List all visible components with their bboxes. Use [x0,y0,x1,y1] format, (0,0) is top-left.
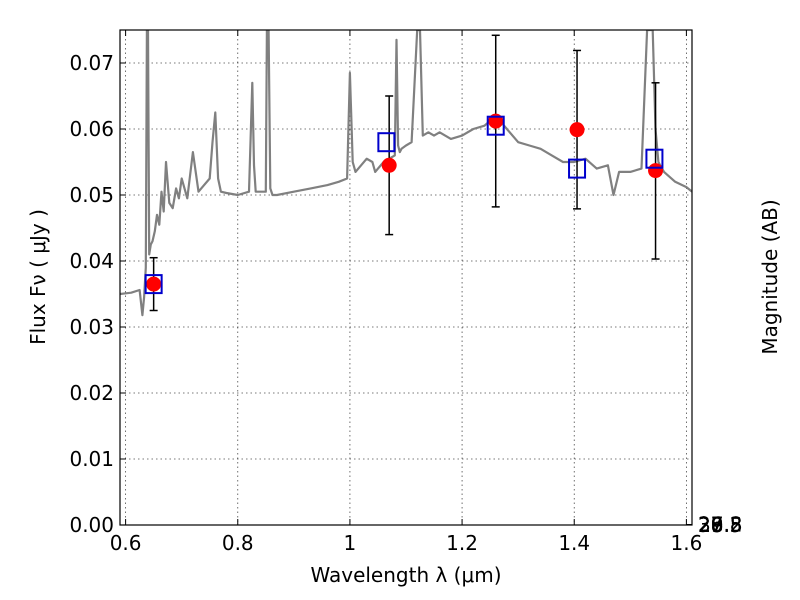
y-tick-label: 0.02 [69,381,114,405]
model-spectrum-line [120,30,692,317]
plot-series [120,30,692,317]
y-tick-label: 0.00 [69,513,114,537]
x-tick-label: 0.8 [222,531,254,555]
observed-point [569,122,585,138]
magnitude-tick-label: 28.5 [698,513,743,537]
y-tick-label: 0.07 [69,51,114,75]
magnitude-tick-label: 29 [698,513,723,537]
x-tick-label: 0.6 [110,531,142,555]
y-tick-label: 0.04 [69,249,114,273]
magnitude-tick-label: 30 [698,513,723,537]
x-tick-label: 1.6 [670,531,702,555]
magnitude-axis-label: Magnitude (AB) [758,199,782,354]
magnitude-tick-label: 27 [698,513,723,537]
y-tick-label: 0.03 [69,315,114,339]
synthetic-point [486,115,505,136]
x-tick-label: 1.2 [446,531,478,555]
synthetic-point [144,274,163,295]
synthetic-point [645,148,664,169]
observed-point [648,163,664,179]
magnitude-tick-label: 28 [698,513,723,537]
x-tick-label: 1.4 [558,531,590,555]
magnitude-tick-label: 26.8 [698,513,743,537]
axis-ticks: 0.6 0.8 1 1.2 1.4 1.6 0.00 0.01 0.02 0.03 0.04 0.05… [69,30,743,555]
x-axis-label: Wavelength λ (μm) [310,563,501,587]
plot-frame [119,29,693,526]
x-tick-label: 1 [344,531,357,555]
synthetic-point [568,158,587,179]
observed-point [146,276,162,292]
y-axis-label: Flux Fν ( μJy ) [26,209,50,345]
y-tick-label: 0.06 [69,117,114,141]
y-tick-label: 0.05 [69,183,114,207]
synthetic-point [377,132,396,153]
y-tick-label: 0.01 [69,447,114,471]
magnitude-tick-label: 27.2 [698,513,743,537]
observed-point [381,157,397,173]
magnitude-tick-label: 27.5 [698,513,743,537]
